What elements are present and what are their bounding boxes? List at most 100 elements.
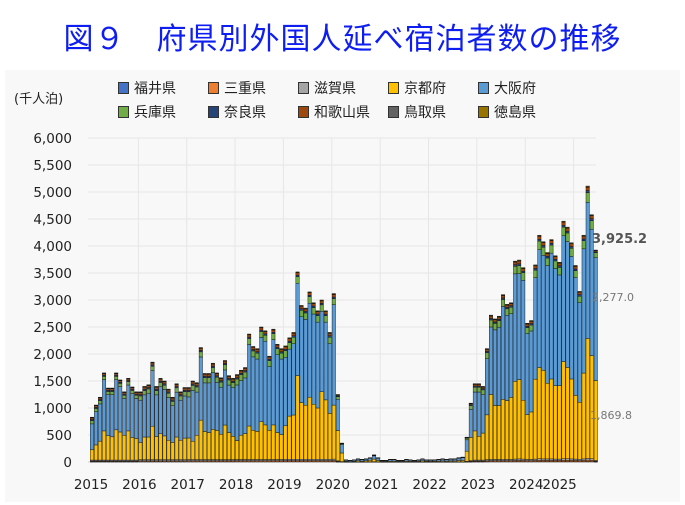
bar-segment-osaka [134,398,139,439]
bar-segment-wakayama [327,333,332,336]
bar-segment-kyoto [573,395,578,460]
bar-segment-wakayama [493,319,497,323]
bar-segment-tokushima [509,302,514,304]
legend-label: 和歌山県 [314,105,370,121]
bar-segment-kyoto [251,430,256,460]
bar-segment-nara [577,294,582,297]
bar-segment-kyoto [219,433,223,460]
bar-segment-wakayama [331,294,336,298]
bar-segment-osaka [122,398,127,436]
bar-segment-tokushima [210,362,215,364]
bar-segment-kyoto [106,435,111,461]
bar-segment-hyogo [130,390,135,394]
bar-segment-wakayama [227,376,231,379]
bar-segment-hyogo [271,333,276,340]
bar-segment-hyogo [480,389,485,395]
bar-segment-tokushima [283,345,288,347]
bar-segment-kyoto [138,442,143,460]
legend-item-tottori: 鳥取県 [388,102,446,122]
bar-segment-kyoto [267,430,272,460]
bar-segment-kyoto [150,425,155,460]
bar-segment-nara [533,268,538,271]
bar-segment-wakayama [541,242,546,246]
bar-segment-kyoto [202,431,207,460]
bar-segment-osaka [339,444,344,454]
bar-segment-kyoto [215,430,219,460]
bar-segment-osaka [295,283,300,376]
bar-segment-kyoto [198,419,203,460]
bar-segment-osaka [315,321,320,409]
bar-segment-shiga [581,458,586,461]
bar-segment-wakayama [247,334,252,338]
bar-segment-kyoto [545,383,550,460]
bar-segment-osaka [372,455,377,460]
bar-segment-wakayama [521,268,526,272]
bar-segment-kyoto [307,396,312,460]
bar-segment-kyoto [182,437,187,460]
bar-segment-osaka [154,394,159,437]
bar-segment-tokushima [231,378,235,380]
bar-segment-hyogo [335,396,340,400]
bar-segment-hyogo [206,377,211,384]
bar-segment-tokushima [174,383,179,385]
bar-segment-hyogo [331,298,336,305]
bar-segment-hyogo [198,351,203,358]
bar-segment-osaka [118,386,123,433]
bar-segment-osaka [186,396,191,439]
bar-segment-nara [517,263,522,266]
chart-title: 図９ 府県別外国人延べ宿泊者数の推移 [63,22,622,57]
bar-segment-kyoto [231,436,235,460]
bar-segment-tokushima [267,355,272,357]
bar-segment-tokushima [485,348,489,350]
bar-segment-wakayama [202,374,207,377]
y-tick-label: 1,000 [33,401,72,417]
bar-segment-kyoto [517,379,522,460]
bar-segment-hyogo [102,376,107,380]
bar-segment-wakayama [158,378,163,382]
bar-segment-hyogo [561,226,566,236]
bar-segment-osaka [259,337,264,422]
bar-segment-nara [549,243,554,246]
bar-segment-hyogo [303,312,308,320]
bar-segment-osaka [146,393,151,438]
bar-segment-kyoto [110,436,115,461]
bar-segment-nara [521,270,526,274]
bar-segment-osaka [327,343,332,414]
bar-segment-kyoto [122,434,127,461]
bar-segment-wakayama [251,347,256,350]
bar-segment-kyoto [480,432,485,461]
bar-segment-osaka [565,241,570,368]
bar-segment-tokushima [186,387,191,389]
bar-segment-kyoto [549,378,554,460]
bar-segment-osaka [456,457,461,461]
bar-segment-hyogo [476,386,481,393]
bar-segment-nara [323,313,328,316]
bar-segment-osaka [90,423,94,451]
bar-segment-kyoto [311,403,316,460]
bar-segment-tokushima [255,348,260,350]
bar-segment-wakayama [323,311,328,315]
bar-segment-kyoto [331,404,336,460]
bar-segment-hyogo [275,348,280,355]
bar-segment-osaka [178,400,183,441]
bar-segment-wakayama [275,344,280,348]
bar-segment-hyogo [158,382,163,387]
bar-segment-tokushima [219,377,223,379]
bar-segment-nara [537,239,542,242]
bar-segment-tokushima [202,373,207,375]
legend-item-hyogo: 兵庫県 [118,102,176,122]
bar-segment-wakayama [231,378,235,382]
bar-segment-shiga [565,458,570,461]
bar-segment-nara [283,349,288,351]
bar-segment-wakayama [154,386,159,390]
bar-segment-tokushima [581,234,586,237]
bar-segment-nara [291,335,296,338]
bar-segment-hyogo [122,395,127,399]
bar-segment-hyogo [577,295,582,303]
bar-segment-osaka [275,354,280,433]
bar-segment-hyogo [90,420,94,425]
bar-segment-osaka [311,313,316,405]
bar-segment-hyogo [182,391,187,397]
bar-segment-osaka [194,391,199,436]
bar-segment-kyoto [489,394,493,460]
